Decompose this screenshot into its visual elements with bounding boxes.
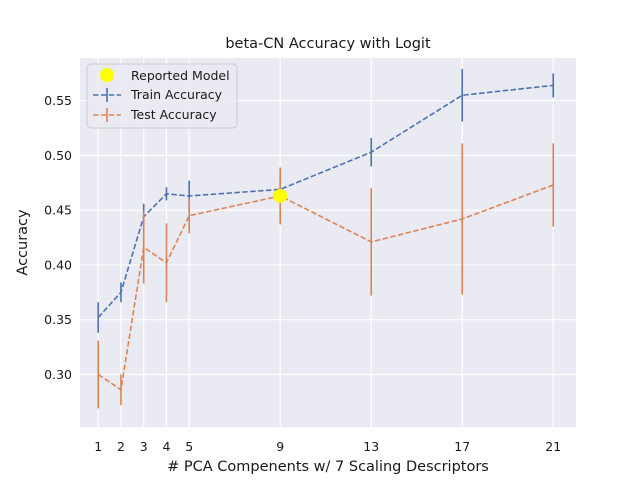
x-tick-label: 2 xyxy=(117,439,125,454)
legend-box xyxy=(86,63,238,129)
test-accuracy-line xyxy=(97,184,554,392)
x-tick-label: 17 xyxy=(454,439,470,454)
x-axis-label: # PCA Compenents w/ 7 Scaling Descriptor… xyxy=(167,459,489,475)
y-tick-label: 0.40 xyxy=(44,257,72,272)
x-tick-label: 1 xyxy=(94,439,102,454)
x-tick-label: 9 xyxy=(276,439,284,454)
legend: Reported Model Train Accuracy Test Accur… xyxy=(86,63,238,129)
y-tick-label: 0.30 xyxy=(44,367,72,382)
x-tick-label: 13 xyxy=(363,439,379,454)
x-tick-label: 21 xyxy=(545,439,561,454)
legend-train-label: Train Accuracy xyxy=(130,87,223,102)
x-tick-label: 5 xyxy=(185,439,193,454)
chart-title: beta-CN Accuracy with Logit xyxy=(225,36,431,52)
series-layer xyxy=(97,68,555,409)
reported-model-marker xyxy=(273,188,288,203)
tick-labels: 1 2 3 4 5 9 13 17 21 0.30 0.35 0.40 0.45 0.50 0.55 xyxy=(44,93,561,454)
legend-test-label: Test Accuracy xyxy=(130,107,217,122)
y-axis-label: Accuracy xyxy=(15,209,31,276)
marker-layer xyxy=(273,188,288,203)
y-tick-label: 0.35 xyxy=(44,312,72,327)
x-tick-label: 4 xyxy=(162,439,170,454)
y-tick-label: 0.55 xyxy=(44,93,72,108)
legend-reported-model-marker xyxy=(100,68,114,82)
x-tick-label: 3 xyxy=(140,439,148,454)
y-tick-label: 0.50 xyxy=(44,148,72,163)
y-tick-label: 0.45 xyxy=(44,203,72,218)
legend-reported-model-label: Reported Model xyxy=(131,68,230,83)
